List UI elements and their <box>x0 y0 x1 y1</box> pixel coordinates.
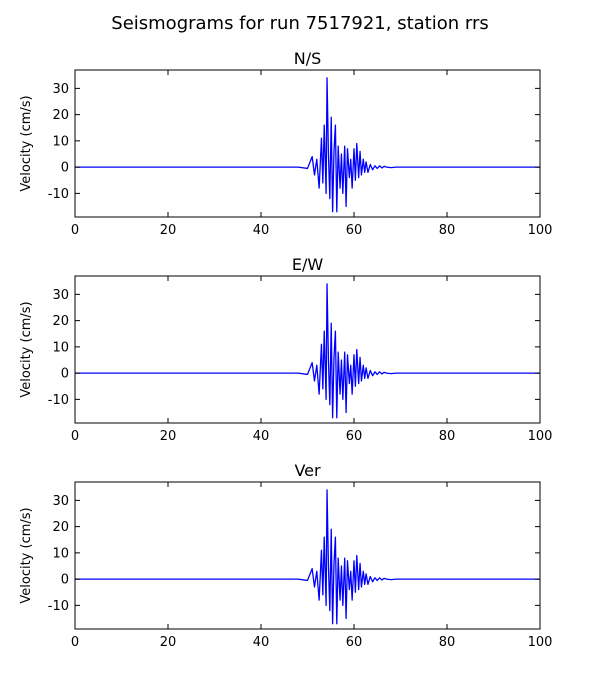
x-tick-label: 60 <box>346 635 363 650</box>
panel-e-w: E/W 0 20 40 60 80 100 -10 0 10 20 30 Velocity (cm/s) <box>19 255 552 444</box>
x-tick-label: 0 <box>71 429 79 444</box>
y-tick-label: 10 <box>52 134 69 149</box>
x-tick-label: 20 <box>160 429 177 444</box>
x-tick-label: 100 <box>528 635 553 650</box>
panel-title: E/W <box>292 255 324 274</box>
y-tick-label: 10 <box>52 546 69 561</box>
x-tick-label: 60 <box>346 223 363 238</box>
x-tick-label: 20 <box>160 223 177 238</box>
y-tick-label: 0 <box>61 367 69 382</box>
y-tick-label: -10 <box>48 393 69 408</box>
series-line <box>75 283 540 419</box>
x-tick-label: 20 <box>160 635 177 650</box>
y-tick-label: 0 <box>61 573 69 588</box>
y-axis-label: Velocity (cm/s) <box>19 95 34 191</box>
y-tick-label: 20 <box>52 520 69 535</box>
panel-n-s: N/S 0 20 40 60 80 100 -10 0 10 20 30 Velocity (cm/s) <box>19 49 552 238</box>
x-tick-label: 0 <box>71 635 79 650</box>
x-tick-label: 40 <box>253 429 270 444</box>
series-line <box>75 489 540 625</box>
y-axis-label: Velocity (cm/s) <box>19 507 34 603</box>
y-tick-label: -10 <box>48 599 69 614</box>
series-line <box>75 77 540 213</box>
y-tick-label: 30 <box>52 82 69 97</box>
x-tick-label: 100 <box>528 429 553 444</box>
y-tick-label: 10 <box>52 340 69 355</box>
panel-ver: Ver 0 20 40 60 80 100 -10 0 10 20 30 Velocity (cm/s) <box>19 461 552 650</box>
x-tick-label: 100 <box>528 223 553 238</box>
axes-frame <box>74 481 541 630</box>
axes-frame <box>74 275 541 424</box>
y-axis-label: Velocity (cm/s) <box>19 301 34 397</box>
y-tick-label: 30 <box>52 494 69 509</box>
axes-frame <box>74 69 541 218</box>
x-tick-label: 40 <box>253 223 270 238</box>
y-tick-label: 30 <box>52 288 69 303</box>
x-tick-label: 80 <box>439 635 456 650</box>
y-tick-label: -10 <box>48 187 69 202</box>
y-tick-label: 0 <box>61 161 69 176</box>
x-tick-label: 40 <box>253 635 270 650</box>
x-tick-label: 0 <box>71 223 79 238</box>
x-tick-label: 80 <box>439 429 456 444</box>
y-tick-label: 20 <box>52 314 69 329</box>
panel-title: Ver <box>294 461 321 480</box>
panel-title: N/S <box>294 49 322 68</box>
y-tick-label: 20 <box>52 108 69 123</box>
x-tick-label: 80 <box>439 223 456 238</box>
x-tick-label: 60 <box>346 429 363 444</box>
figure-title: Seismograms for run 7517921, station rrs <box>111 13 488 34</box>
